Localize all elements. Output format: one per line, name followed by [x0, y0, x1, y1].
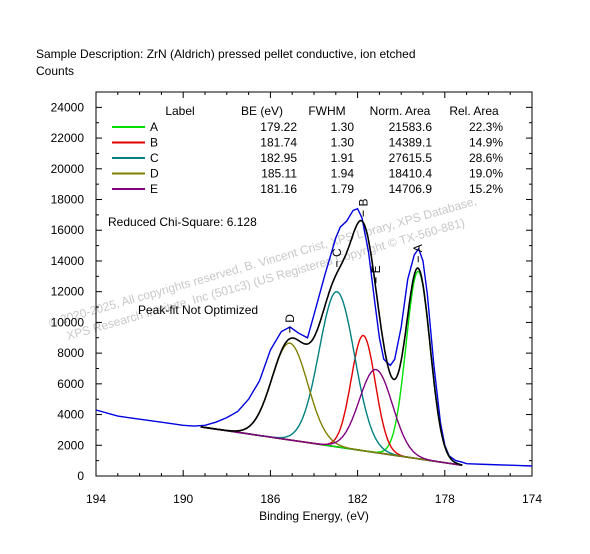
- peak-marker-label: C: [330, 248, 344, 257]
- y-tick-label: 6000: [57, 377, 84, 391]
- y-tick-label: 4000: [57, 408, 84, 422]
- x-tick-label: 178: [435, 492, 455, 506]
- legend-area: 14706.9: [389, 182, 433, 196]
- legend-fwhm: 1.30: [331, 136, 355, 150]
- peak-markers: A B C D E: [283, 198, 425, 333]
- legend-header: BE (eV): [241, 104, 283, 118]
- y-tick-label: 2000: [57, 438, 84, 452]
- legend-rel-area: 14.9%: [469, 136, 503, 150]
- envelope-line: [200, 219, 463, 466]
- x-axis: 194 190 186 182 178 174: [86, 92, 542, 506]
- chi-square-note: Reduced Chi-Square: 6.128: [108, 215, 257, 229]
- x-tick-label: 174: [522, 492, 542, 506]
- x-axis-title: Binding Energy, (eV): [259, 509, 369, 523]
- legend-be: 181.74: [260, 136, 297, 150]
- peak-legend-table: Label BE (eV) FWHM Norm. Area Rel. Area A 179.…: [112, 104, 503, 196]
- y-tick-label: 10000: [51, 315, 85, 329]
- y-tick-label: 16000: [51, 223, 85, 237]
- legend-be: 182.95: [260, 151, 297, 165]
- peak-marker-label: A: [411, 244, 425, 252]
- legend-area: 18410.4: [389, 167, 433, 181]
- peak-a-line: [200, 270, 463, 466]
- legend-rel-area: 15.2%: [469, 182, 503, 196]
- y-axis-label: Counts: [36, 64, 75, 78]
- legend-label: E: [150, 182, 158, 196]
- x-tick-label: 190: [173, 492, 193, 506]
- peak-e-line: [200, 368, 463, 466]
- legend-header: Rel. Area: [449, 104, 499, 118]
- chart-series: [95, 207, 533, 467]
- legend-area: 21583.6: [389, 120, 433, 134]
- legend-label: D: [150, 167, 159, 181]
- peak-d-line: [200, 342, 463, 466]
- legend-fwhm: 1.94: [331, 167, 355, 181]
- legend-header: FWHM: [308, 104, 345, 118]
- legend-rel-area: 19.0%: [469, 167, 503, 181]
- legend-rel-area: 22.3%: [469, 120, 503, 134]
- legend-be: 181.16: [260, 182, 297, 196]
- x-tick-label: 182: [348, 492, 368, 506]
- y-tick-label: 24000: [51, 100, 85, 114]
- legend-label: A: [150, 120, 158, 134]
- peak-marker-label: B: [356, 198, 370, 206]
- y-tick-label: 14000: [51, 254, 85, 268]
- legend-fwhm: 1.79: [331, 182, 355, 196]
- raw-data-line: [95, 207, 533, 467]
- peak-fit-note: Peak-fit Not Optimized: [138, 303, 258, 317]
- legend-be: 185.11: [261, 167, 297, 181]
- legend-fwhm: 1.30: [331, 120, 355, 134]
- legend-header: Label: [165, 104, 194, 118]
- y-axis: 0 2000 4000 6000 8000 10000 12000 14000 16000 180…: [51, 100, 532, 483]
- legend-area: 14389.1: [389, 136, 433, 150]
- legend-area: 27615.5: [389, 151, 433, 165]
- x-tick-label: 186: [260, 492, 280, 506]
- y-tick-label: 20000: [51, 162, 85, 176]
- legend-header: Norm. Area: [370, 104, 431, 118]
- x-tick-label: 194: [86, 492, 106, 506]
- y-tick-label: 22000: [51, 131, 85, 145]
- legend-rel-area: 28.6%: [469, 151, 503, 165]
- y-tick-label: 18000: [51, 193, 85, 207]
- y-tick-label: 0: [77, 469, 84, 483]
- peak-marker-label: E: [369, 265, 383, 273]
- y-tick-label: 12000: [51, 285, 85, 299]
- sample-description: Sample Description: ZrN (Aldrich) presse…: [36, 47, 416, 61]
- y-tick-label: 8000: [57, 346, 84, 360]
- peak-marker-label: D: [283, 314, 297, 323]
- legend-label: C: [150, 151, 159, 165]
- legend-label: B: [150, 136, 158, 150]
- legend-be: 179.22: [260, 120, 297, 134]
- legend-fwhm: 1.91: [331, 151, 355, 165]
